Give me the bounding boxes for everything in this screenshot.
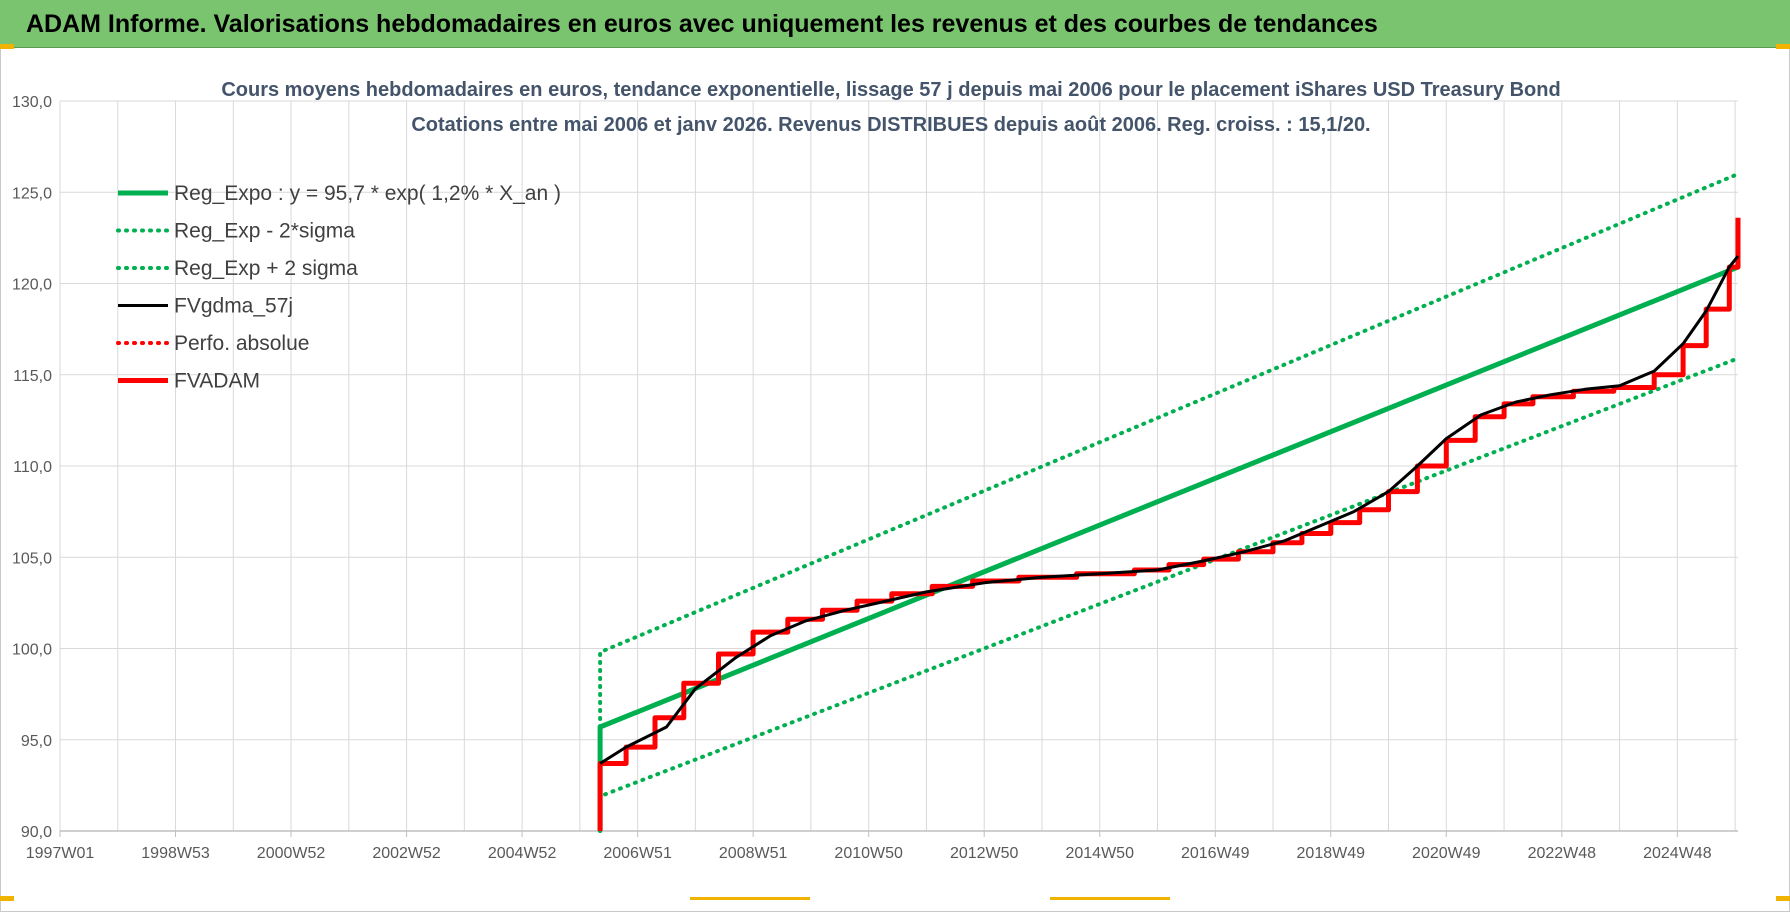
x-tick-label: 2018W49: [1297, 845, 1366, 862]
y-tick-label: 105,0: [12, 550, 52, 567]
x-tick-label: 2006W51: [603, 845, 672, 862]
legend-label: FVADAM: [174, 370, 260, 393]
y-tick-label: 120,0: [12, 277, 52, 294]
x-tick-label: 2008W51: [719, 845, 788, 862]
selection-handle-bottom-mid2[interactable]: [1050, 897, 1170, 900]
x-axis-ticks: 1997W01 1998W53 2000W52 2002W52 2004W52 2006W…: [26, 831, 1712, 862]
x-tick-label: 2014W50: [1065, 845, 1134, 862]
legend-label: FVgdma_57j: [174, 295, 293, 318]
x-tick-label: 2016W49: [1181, 845, 1250, 862]
series-line-3: [599, 255, 1740, 765]
x-tick-label: 2000W52: [257, 845, 326, 862]
x-tick-label: 1997W01: [26, 845, 95, 862]
legend-label: Perfo. absolue: [174, 332, 309, 355]
legend-label: Reg_Expo : y = 95,7 * exp( 1,2% * X_an ): [174, 182, 561, 205]
x-tick-label: 2020W49: [1412, 845, 1481, 862]
legend-label: Reg_Exp + 2 sigma: [174, 257, 358, 280]
legend: Reg_Expo : y = 95,7 * exp( 1,2% * X_an )…: [116, 182, 561, 393]
selection-handle-top-left[interactable]: [0, 44, 14, 49]
x-tick-label: 2022W48: [1528, 845, 1597, 862]
x-tick-label: 2012W50: [950, 845, 1019, 862]
chart-title-line-2: Cotations entre mai 2006 et janv 2026. R…: [411, 114, 1370, 136]
series-line-0: [597, 264, 1739, 831]
selection-handle-top-right[interactable]: [1776, 44, 1790, 49]
selection-handle-bottom-mid1[interactable]: [690, 897, 810, 900]
series-group: [597, 172, 1741, 833]
y-tick-label: 125,0: [12, 185, 52, 202]
series-line-1: [598, 356, 1740, 833]
series-line-2: [598, 172, 1740, 833]
x-tick-label: 2002W52: [372, 845, 441, 862]
y-tick-label: 95,0: [21, 733, 52, 750]
y-tick-label: 110,0: [13, 459, 52, 476]
selection-handle-bottom-right[interactable]: [1776, 896, 1790, 901]
y-tick-label: 90,0: [21, 824, 52, 841]
x-tick-label: 2010W50: [834, 845, 903, 862]
x-tick-label: 2004W52: [488, 845, 557, 862]
grid-lines: [59, 100, 1738, 832]
y-axis-ticks: 90,0 95,0 100,0 105,0 110,0 115,0 120,0 125,0 13…: [12, 94, 52, 841]
series-line-5: [597, 217, 1741, 831]
page-title: ADAM Informe. Valorisations hebdomadaire…: [26, 10, 1378, 38]
y-tick-label: 115,0: [13, 368, 52, 385]
legend-label: Reg_Exp - 2*sigma: [174, 220, 355, 243]
x-tick-label: 2024W48: [1643, 845, 1712, 862]
title-bar: ADAM Informe. Valorisations hebdomadaire…: [0, 0, 1790, 48]
selection-handle-bottom-left[interactable]: [0, 896, 14, 901]
chart-title-line-1: Cours moyens hebdomadaires en euros, ten…: [221, 79, 1560, 101]
y-tick-label: 100,0: [12, 642, 52, 659]
x-tick-label: 1998W53: [141, 845, 210, 862]
y-tick-label: 130,0: [12, 94, 52, 111]
